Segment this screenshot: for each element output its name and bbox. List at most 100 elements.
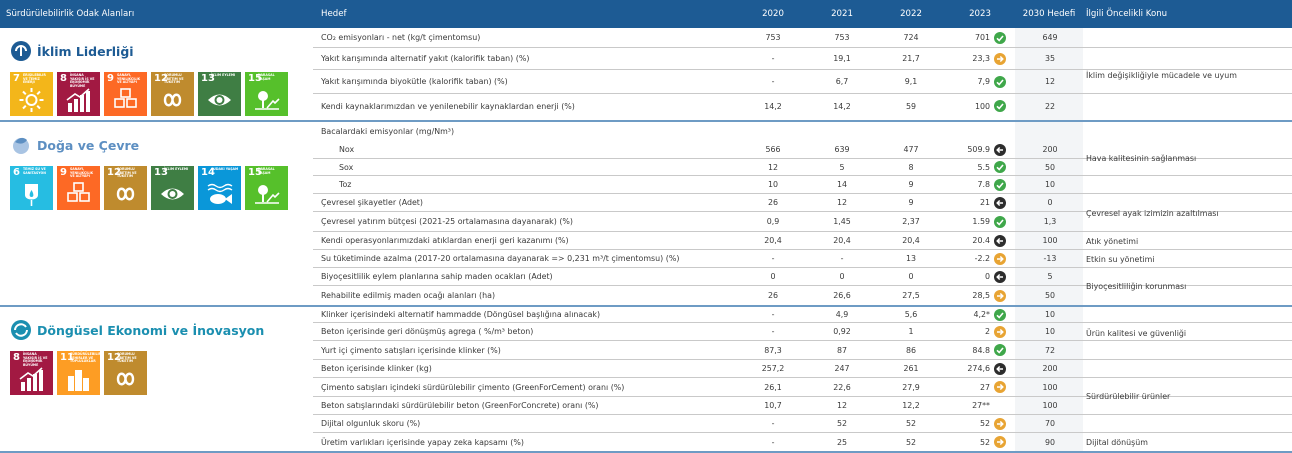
value-2021: 12 xyxy=(836,401,848,410)
value-2021: 12 xyxy=(836,198,848,207)
value-2022: 20,4 xyxy=(902,236,920,245)
value-2022: 2,37 xyxy=(902,217,920,226)
header-priority-topic: İlgili Öncelikli Konu xyxy=(1086,9,1168,19)
arrow-right-icon xyxy=(994,289,1006,302)
target-label: Yurt içi çimento satışları içerisinde kl… xyxy=(321,345,501,355)
check-icon xyxy=(994,178,1006,191)
value-2030-target: 72 xyxy=(1044,345,1056,355)
value-2023: 100 xyxy=(974,101,990,111)
sdg-icons: 6 Temiz Su ve Sanitasyon 9 Sanayi, Yenilikç… xyxy=(10,166,288,210)
value-2023-cell: 274,6 xyxy=(946,360,1014,377)
sdg-icons: 8 İnsana Yakışır İş ve Ekonomik Büyüme 11 S… xyxy=(10,351,147,395)
value-2020: 26,1 xyxy=(764,382,782,392)
priority-topic: Çevresel ayak izimizin azaltılması xyxy=(1086,208,1219,218)
value-2022: 13 xyxy=(905,254,917,263)
sdg-tile: 8 İnsana Yakışır İş ve Ekonomik Büyüme xyxy=(10,351,53,395)
value-2023: 5.5 xyxy=(977,162,990,172)
sdg-title: Sanayi, Yenilikçilik ve Altyapı xyxy=(117,73,141,85)
value-2023-cell xyxy=(946,122,1014,141)
value-2020 xyxy=(739,122,807,141)
value-2023-cell: 27 xyxy=(946,378,1014,396)
target-label: Yakıt karışımında biyokütle (kalorifik t… xyxy=(321,77,508,86)
check-icon xyxy=(994,344,1006,356)
header-focus-areas: Sürdürülebilirlik Odak Alanları xyxy=(6,9,135,19)
sdg-tile: 15 Karasal Yaşam xyxy=(245,166,288,210)
cubes-icon xyxy=(114,88,137,108)
value-2022: 52 xyxy=(905,419,917,428)
value-2021: 0 xyxy=(839,272,845,281)
value-2021: 14 xyxy=(836,180,848,189)
value-2020: 10 xyxy=(767,180,779,189)
value-2023: 0 xyxy=(984,272,990,281)
value-2021: 639 xyxy=(834,145,850,154)
target-label: Beton satışlarındaki sürdürülebilir beto… xyxy=(321,401,599,410)
value-2020: - xyxy=(771,327,775,336)
target-label: Sox xyxy=(339,162,354,172)
value-2030-target: -13 xyxy=(1043,254,1057,263)
value-2022: 27,5 xyxy=(902,291,920,300)
target-label: Su tüketiminde azalma (2017-20 ortalamas… xyxy=(321,254,680,263)
focus-area-icon xyxy=(11,41,31,61)
water-drop-icon xyxy=(25,184,38,206)
value-2030-target: 70 xyxy=(1044,419,1056,428)
priority-topic: Biyoçesitliliğin korunması xyxy=(1086,282,1187,291)
check-icon xyxy=(994,308,1006,321)
sdg-tile: 11 Sürdürülebilir Şehirler ve Topluluklar xyxy=(57,351,100,395)
value-2021: 247 xyxy=(834,364,850,373)
value-2030-target: 22 xyxy=(1044,101,1056,111)
value-2023-cell: 27** xyxy=(946,397,1014,414)
target-column-bg xyxy=(1015,28,1083,453)
priority-topic: Ürün kalitesi ve güvenliği xyxy=(1086,328,1187,338)
fish-icon xyxy=(207,183,233,204)
table-row: Sox 12 5 8 5.5 50 xyxy=(313,159,1292,176)
cubes-icon xyxy=(67,182,90,202)
value-2030-target: 50 xyxy=(1044,291,1056,300)
value-2023-cell: 20.4 xyxy=(946,232,1014,249)
arrow-right-icon xyxy=(994,436,1006,448)
target-label: Yakıt karışımında alternatif yakıt (kalo… xyxy=(321,54,530,63)
value-2022: 52 xyxy=(905,437,917,447)
value-2023: 27** xyxy=(972,401,990,410)
value-2021: 14,2 xyxy=(833,101,851,111)
table-row: CO₂ emisyonları - net (kg/t çimentomsu) 7… xyxy=(313,28,1292,48)
arrow-left-icon xyxy=(994,234,1006,247)
priority-topic: Etkin su yönetimi xyxy=(1086,254,1155,264)
table-row: Beton içerisinde geri dönüşmüş agrega ( … xyxy=(313,323,1292,341)
value-2023-cell: 701 xyxy=(946,28,1014,47)
value-2021: 22,6 xyxy=(833,382,851,392)
value-2030-target: 649 xyxy=(1042,33,1058,42)
value-2021: 19,1 xyxy=(833,54,851,63)
sdg-title: İnsana Yakışır İş ve Ekonomik Büyüme xyxy=(70,73,95,88)
table-row: Çevresel yatırım bütçesi (2021-25 ortala… xyxy=(313,212,1292,232)
target-label: Bacalardaki emisyonlar (mg/Nm³) xyxy=(321,127,455,136)
sdg-title: Erişilebilir ve Temiz Enerji xyxy=(23,73,46,85)
focus-area-name: İklim Liderliği xyxy=(37,43,134,59)
value-2021: 0,92 xyxy=(833,327,851,336)
check-icon xyxy=(994,100,1006,112)
infinity-icon xyxy=(116,187,135,201)
target-label: Kendi kaynaklarımızdan ve yenilenebilir … xyxy=(321,101,575,111)
table-row: Su tüketiminde azalma (2017-20 ortalamas… xyxy=(313,250,1292,268)
sdg-title: Sudaki Yaşam xyxy=(211,167,239,171)
value-2022: 0 xyxy=(908,272,914,281)
sdg-number: 8 xyxy=(13,352,20,363)
priority-topic: Sürdürülebilir ürünler xyxy=(1086,392,1171,401)
sdg-tile: 13 İklim Eylemi xyxy=(198,72,241,116)
value-2020: 257,2 xyxy=(761,364,785,373)
sdg-tile: 13 İklim Eylemi xyxy=(151,166,194,210)
value-2030-target: 100 xyxy=(1042,236,1058,245)
table-row: Çevresel şikayetler (Adet) 26 12 9 21 0 xyxy=(313,194,1292,212)
value-2021: 87 xyxy=(836,345,848,355)
value-2030-target: 10 xyxy=(1044,180,1056,189)
sdg-number: 9 xyxy=(60,167,67,178)
value-2020: 26 xyxy=(767,291,779,300)
sdg-tile: 8 İnsana Yakışır İş ve Ekonomik Büyüme xyxy=(57,72,100,116)
target-label: Çevresel şikayetler (Adet) xyxy=(321,198,423,207)
value-2030-target xyxy=(1017,122,1083,141)
sdg-number: 11 xyxy=(60,352,74,363)
infinity-icon xyxy=(163,93,182,107)
value-2022: 21,7 xyxy=(902,54,920,63)
value-2020: 12 xyxy=(767,162,779,172)
value-2023: 7,9 xyxy=(977,77,990,86)
target-label: Biyoçesitlilik eylem planlarına sahip ma… xyxy=(321,272,553,281)
